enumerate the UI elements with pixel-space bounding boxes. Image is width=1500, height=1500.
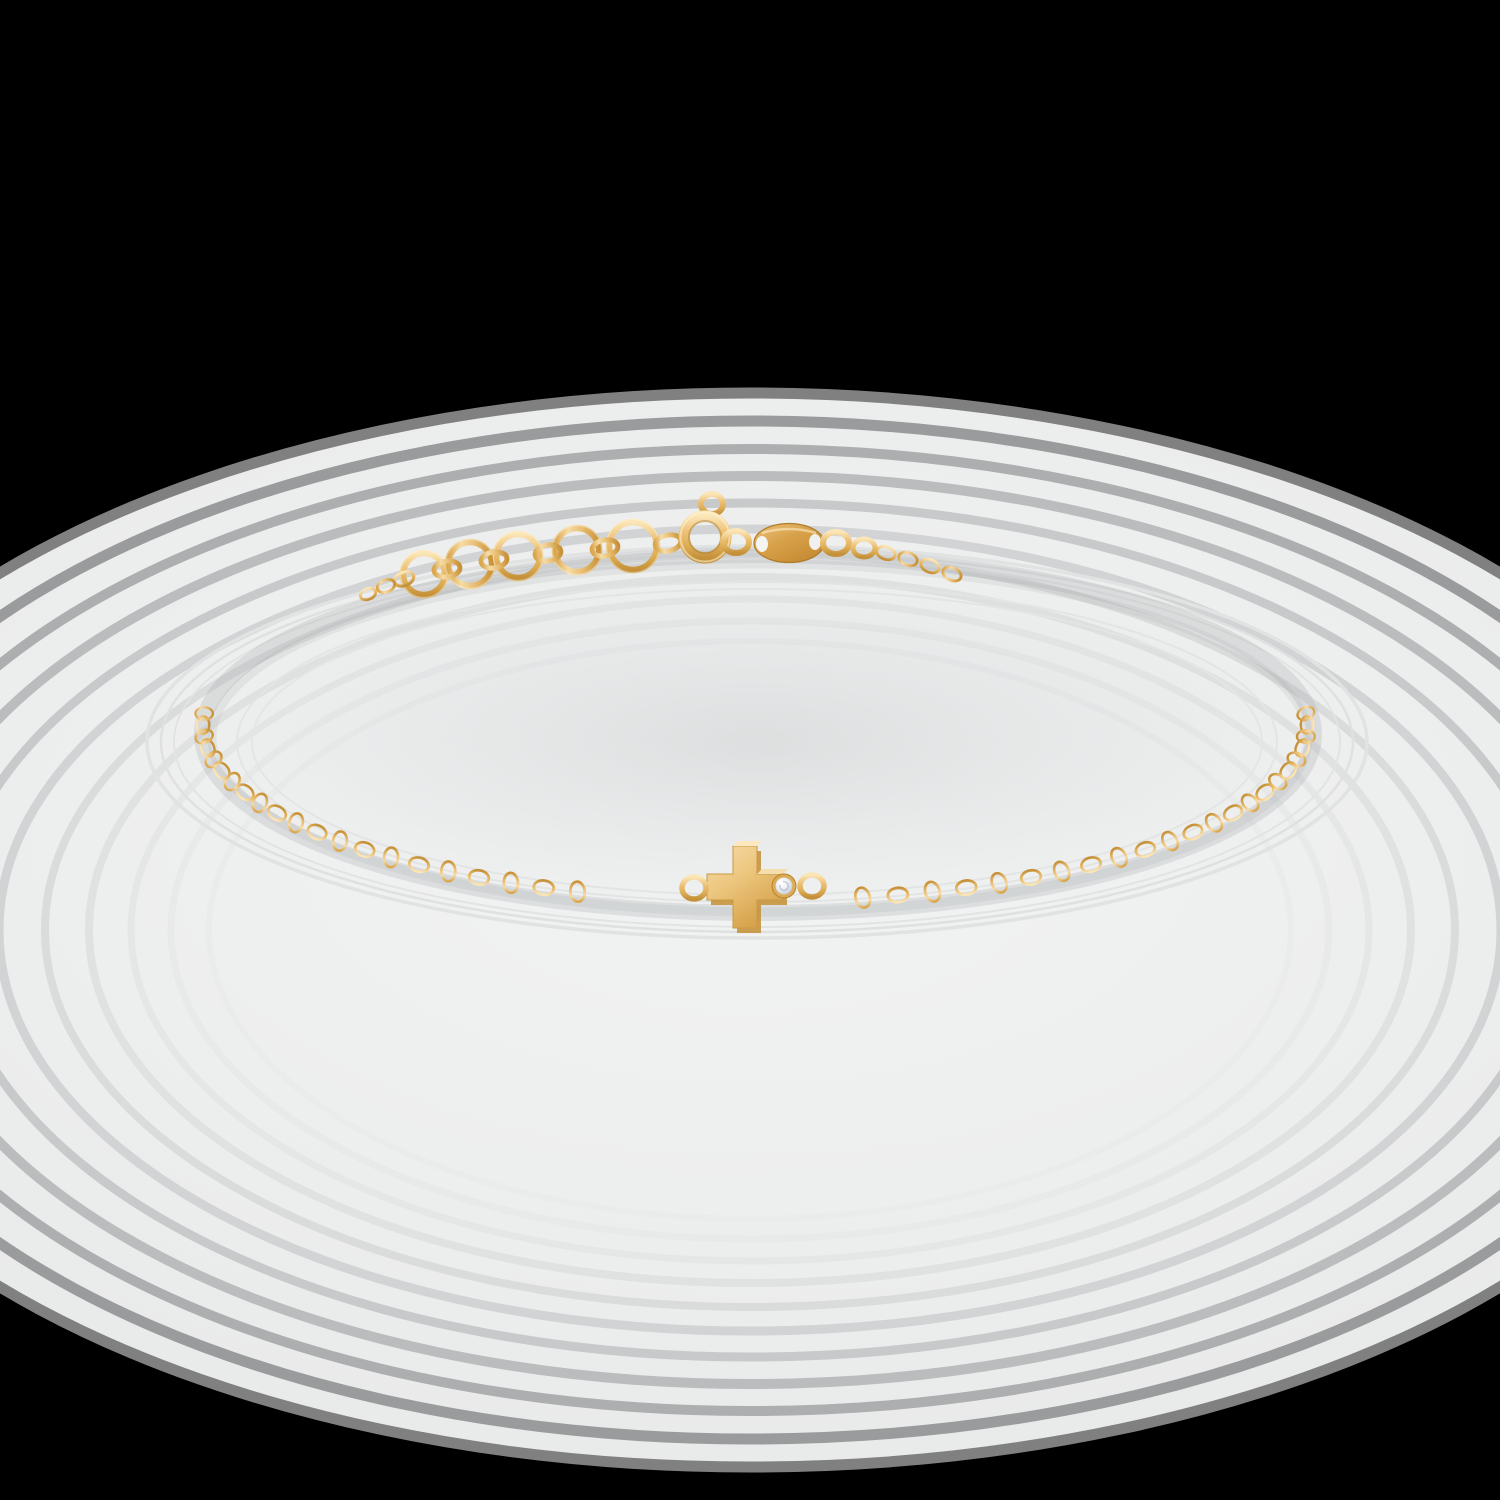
extension-chain-join-link [478,549,510,571]
cross-top-bevel [733,841,762,846]
chain-link [204,750,223,769]
chain-link [1052,860,1071,883]
extension-chain-link [551,524,603,576]
chain-link [1294,738,1311,758]
connector-ring [720,528,752,556]
chain-link [853,886,872,909]
chain-link [1222,804,1244,822]
chain-link [467,868,491,886]
diamond-stone [775,877,793,895]
groove-ring [0,498,1500,1362]
chain-link [1204,812,1224,833]
chain-link [212,761,231,780]
chain-link [194,706,215,721]
extension-chain-link-highlight [605,518,661,574]
extension-chain-link-highlight [551,524,603,576]
chain-link [407,856,430,874]
chain-link [306,823,328,841]
chain-link [353,840,376,858]
chain-link [1299,715,1315,735]
chain-links-group [194,705,1316,909]
connector-ring [850,536,878,560]
connector-ring [797,872,827,900]
chain-link [251,792,269,814]
chain-link [897,550,919,568]
extension-chain-link [492,530,544,582]
diamond-bezel-group [771,873,797,899]
chain-link [919,557,941,575]
chain-link [439,860,457,883]
chain-link [1182,823,1204,841]
plate-center-shadow [197,562,1317,922]
connector-ring [820,529,852,557]
diamond-table [779,881,789,891]
clasp-ring-highlight [679,511,731,563]
cross-arm-bevel [757,869,788,874]
chain-link [1019,868,1043,886]
tag-connector-rings [720,528,878,560]
chain-link [266,804,288,822]
extension-chain-link-highlight [492,530,544,582]
extension-chain-link [444,538,496,590]
chain-link [1295,729,1316,745]
chain-link [502,871,520,895]
groove-ring [0,415,1500,1445]
groove-ring [0,444,1500,1416]
chain-link [375,577,397,595]
chain-link [358,586,378,602]
chain-link [1134,840,1157,858]
groove-ring [0,524,1500,1336]
chain-link [287,812,305,834]
chain-link [1160,830,1180,852]
chain-link [199,738,216,758]
chain-link [941,565,963,583]
chain-link [195,715,211,735]
extension-chain-join-link [589,537,621,559]
extension-chain-group [358,518,963,602]
chain-link [1255,783,1275,802]
cross-charm-group [679,841,827,933]
chain-link [1109,846,1128,868]
extension-chain-join-link [532,542,564,564]
connector-ring [679,874,709,902]
groove-ring [0,471,1500,1389]
chain-link [923,880,942,903]
chain-link [532,879,556,897]
oval-quality-tag [753,522,825,564]
diamond-sparkle [778,880,784,886]
chain-link [954,879,978,897]
chain-link [886,886,910,904]
chain-link [569,880,587,904]
tag-body [754,523,824,563]
chain-link [990,871,1009,894]
tag-highlight [761,527,817,535]
chain-link [1080,856,1103,874]
chain-link [1268,772,1288,791]
chain-link [1240,793,1260,813]
chain-link [331,830,349,852]
chain-link [382,846,400,869]
chain-link [1296,705,1316,722]
extension-chain-join-link [431,558,463,580]
charm-connector-rings [679,872,827,902]
tag-hole-left [756,536,768,552]
chain-link [194,728,214,745]
tag-hole-right [809,534,821,550]
groove-ring [0,387,1500,1473]
